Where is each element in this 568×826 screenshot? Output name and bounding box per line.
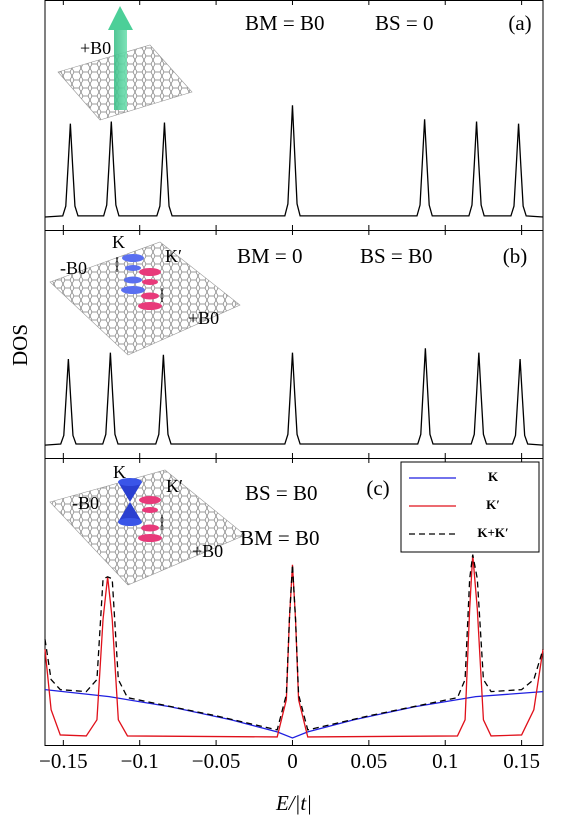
x-tick-label: 0: [287, 749, 298, 773]
annotation: BS = 0: [375, 11, 434, 35]
annotation: BS = B0: [360, 244, 433, 268]
x-axis-label: E/|t|: [275, 791, 312, 815]
legend-label: K′: [486, 497, 500, 512]
series-line: [44, 554, 544, 731]
series-line: [44, 105, 544, 218]
inset-graphene: [49, 469, 246, 586]
x-tick-label: −0.15: [39, 749, 88, 773]
annotation: +B0: [80, 38, 111, 58]
annotation: -B0: [60, 258, 87, 278]
x-tick-label: 0.05: [350, 749, 387, 773]
annotation: BS = B0: [245, 481, 318, 505]
annotation: BM = B0: [245, 11, 325, 35]
annotation: BM = 0: [237, 244, 303, 268]
panel-label: (b): [503, 244, 528, 268]
annotation: -B0: [72, 493, 99, 513]
x-tick-label: 0.15: [503, 749, 540, 773]
annotation: K: [112, 232, 125, 252]
panel-label: (a): [508, 11, 531, 35]
plot-frame: [44, 458, 544, 746]
inset-graphene: [49, 241, 241, 356]
x-tick-label: −0.1: [121, 749, 159, 773]
panel-label: (c): [366, 476, 389, 500]
inset-graphene: [57, 6, 193, 121]
y-axis-label: DOS: [8, 324, 32, 366]
annotation: K: [113, 462, 126, 482]
annotation: K′: [165, 246, 182, 266]
annotation: +B0: [192, 541, 223, 561]
legend-box: [400, 461, 540, 553]
series-line: [44, 554, 544, 738]
annotation: K′: [166, 476, 183, 496]
legend-label: K+K′: [477, 525, 508, 540]
annotation: +B0: [188, 308, 219, 328]
annotation: BM = B0: [240, 526, 320, 550]
series-line: [44, 688, 544, 739]
legend-label: K: [488, 469, 499, 484]
x-tick-label: −0.05: [192, 749, 241, 773]
series-line: [44, 348, 544, 446]
x-tick-label: 0.1: [432, 749, 458, 773]
